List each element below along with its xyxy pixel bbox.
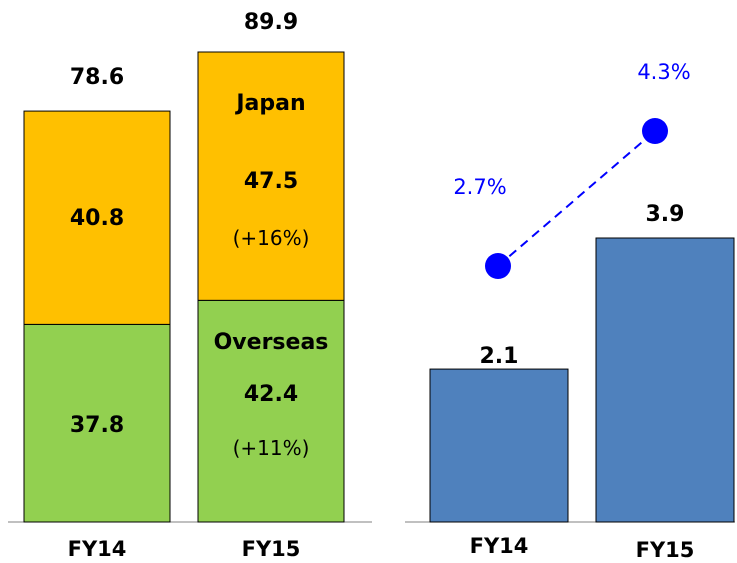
margin-label-fy15: 4.3% (637, 60, 690, 84)
japan-value-label-fy14: 40.8 (70, 206, 124, 231)
overseas-legend-label: Overseas (214, 330, 329, 355)
japan-change-label-fy15: (+16%) (233, 226, 310, 250)
japan-bar-fy15 (197, 51, 345, 301)
margin-label-fy14: 2.7% (453, 175, 506, 199)
japan-legend-label: Japan (234, 91, 305, 116)
sales-x-tick-fy15: FY15 (242, 537, 301, 561)
sales-x-tick-fy14: FY14 (68, 537, 127, 561)
overseas-value-label-fy15: 42.4 (244, 382, 298, 407)
margin-line (497, 130, 656, 267)
profit-value-label-fy15: 3.9 (646, 202, 685, 227)
margin-point-fy15 (642, 118, 668, 144)
sales-chart: 78.6 89.9 Japan Overseas 40.8 37.8 47.5 … (8, 10, 372, 561)
japan-bar-fy14 (23, 110, 171, 325)
overseas-value-label-fy14: 37.8 (70, 413, 124, 438)
sales-total-label-fy14: 78.6 (70, 65, 124, 90)
profit-value-label-fy14: 2.1 (480, 344, 519, 369)
margin-point-fy14 (485, 253, 511, 279)
overseas-change-label-fy15: (+11%) (233, 436, 310, 460)
sales-total-label-fy15: 89.9 (244, 10, 298, 35)
profit-x-tick-fy15: FY15 (636, 538, 695, 562)
profit-bar-fy14 (429, 368, 569, 523)
profit-x-tick-fy14: FY14 (470, 534, 529, 558)
profit-chart: 2.1 3.9 2.7% 4.3% FY14 FY15 (405, 60, 735, 562)
overseas-bar-fy15 (197, 299, 345, 523)
profit-bar-fy15 (595, 237, 735, 523)
overseas-bar-fy14 (23, 323, 171, 523)
japan-value-label-fy15: 47.5 (244, 169, 298, 194)
